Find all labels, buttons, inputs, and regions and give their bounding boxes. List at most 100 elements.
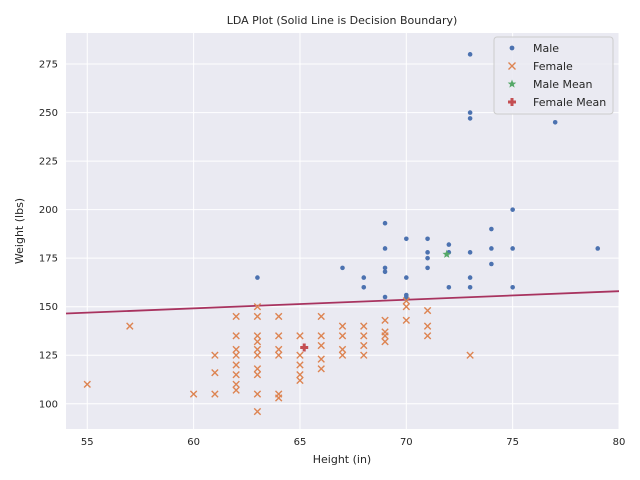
male-point <box>467 275 473 280</box>
legend-item-male: Male <box>509 42 559 55</box>
female-point <box>381 316 389 324</box>
x-tick-label: 65 <box>294 437 307 448</box>
female-point <box>232 380 240 389</box>
female-point <box>338 332 347 340</box>
y-tick-label: 275 <box>39 60 58 71</box>
female-point <box>274 332 283 340</box>
y-axis-ticks: 100 125 150 175 200 225 250 275 <box>39 60 58 411</box>
y-tick-label: 100 <box>39 399 58 410</box>
female-point <box>211 390 219 398</box>
female-point <box>253 303 262 311</box>
female-point <box>360 322 368 330</box>
female-point <box>317 332 325 340</box>
x-axis-ticks: 55 60 65 70 75 80 <box>81 437 625 448</box>
male-point <box>425 250 430 255</box>
data-points <box>83 52 601 416</box>
female-point <box>466 351 474 359</box>
male-point <box>467 110 473 115</box>
female-point <box>274 351 283 359</box>
y-tick-label: 250 <box>39 108 58 119</box>
female-point <box>189 390 198 398</box>
y-axis-label: Weight (lbs) <box>13 198 26 264</box>
male-point <box>552 119 558 125</box>
male-point <box>361 284 367 290</box>
male-point <box>467 250 473 255</box>
chart-title: LDA Plot (Solid Line is Decision Boundar… <box>227 14 458 27</box>
male-point <box>489 226 494 232</box>
x-tick-label: 55 <box>81 437 94 448</box>
female-point <box>317 312 325 321</box>
female-point <box>360 332 368 340</box>
female-point <box>360 351 368 359</box>
legend-item-female-mean: Female Mean <box>508 96 606 109</box>
x-axis-label: Height (in) <box>313 453 371 466</box>
female-point <box>423 322 432 330</box>
male-point <box>425 265 430 271</box>
male-point <box>382 265 388 271</box>
male-point <box>425 255 430 261</box>
male-point <box>446 284 452 290</box>
female-point <box>274 394 283 402</box>
x-tick-label: 60 <box>187 437 200 448</box>
male-point <box>510 246 515 251</box>
male-point <box>255 275 260 280</box>
legend-female-mean-label: Female Mean <box>533 96 606 109</box>
male-point <box>595 246 601 251</box>
female-point <box>232 370 240 379</box>
female-point <box>211 351 219 359</box>
male-point <box>446 242 452 247</box>
male-point <box>467 52 473 57</box>
x-tick-label: 80 <box>613 437 626 448</box>
x-tick-label: 70 <box>400 437 413 448</box>
female-point <box>317 355 325 363</box>
male-point <box>467 116 473 121</box>
female-point <box>232 312 240 321</box>
legend: Male Female Male Mean Female Mean <box>493 36 614 115</box>
female-point <box>274 312 283 321</box>
female-point <box>296 332 304 340</box>
female-point <box>232 332 240 340</box>
male-point <box>382 246 388 251</box>
female-point <box>274 345 283 354</box>
female-point <box>296 351 304 359</box>
legend-box <box>493 36 614 115</box>
male-point <box>382 220 388 226</box>
male-point <box>489 246 494 251</box>
male-point <box>340 265 345 271</box>
male-point <box>404 275 409 280</box>
female-point <box>381 332 389 340</box>
female-point <box>126 322 134 330</box>
male-point <box>404 236 409 242</box>
female-point <box>296 376 304 385</box>
female-point <box>338 345 347 354</box>
male-point <box>489 261 494 267</box>
grid-lines <box>66 33 620 429</box>
female-point <box>253 390 262 398</box>
female-point <box>338 322 347 330</box>
legend-female-mean-marker <box>508 98 516 106</box>
y-tick-label: 225 <box>39 157 58 168</box>
female-point <box>253 351 262 359</box>
male-mean-point <box>442 249 451 258</box>
female-point <box>423 332 432 340</box>
y-tick-label: 150 <box>39 302 58 313</box>
female-point <box>253 407 262 416</box>
female-point <box>83 380 91 389</box>
legend-male-mean-label: Male Mean <box>533 78 593 91</box>
legend-male-label: Male <box>533 42 559 55</box>
female-point <box>253 337 262 346</box>
female-point <box>296 370 304 379</box>
female-point <box>232 386 240 394</box>
female-point <box>317 341 325 350</box>
legend-male-mean-marker <box>507 79 517 88</box>
male-point <box>361 275 367 280</box>
male-point <box>382 269 388 275</box>
x-tick-label: 75 <box>506 437 519 448</box>
y-tick-label: 125 <box>39 351 58 362</box>
female-point <box>253 332 262 340</box>
decision-boundary-line <box>65 290 620 315</box>
female-mean-point <box>300 343 309 352</box>
female-point <box>402 303 411 311</box>
legend-item-male-mean: Male Mean <box>507 78 593 91</box>
